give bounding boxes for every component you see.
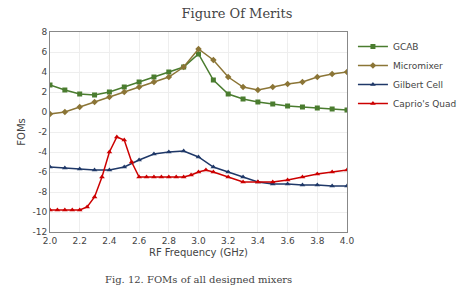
svg-text:2: 2 — [41, 87, 47, 97]
svg-text:Fig. 12. FOMs of all designed: Fig. 12. FOMs of all designed mixers — [105, 274, 292, 285]
svg-text:8: 8 — [41, 27, 47, 37]
svg-text:-6: -6 — [38, 167, 47, 177]
svg-text:Micromixer: Micromixer — [393, 61, 443, 71]
svg-text:0: 0 — [41, 107, 47, 117]
svg-text:2.4: 2.4 — [102, 236, 117, 246]
svg-text:-8: -8 — [38, 187, 47, 197]
svg-text:GCAB: GCAB — [393, 42, 419, 52]
svg-text:3.6: 3.6 — [280, 236, 295, 246]
svg-text:2.0: 2.0 — [43, 236, 58, 246]
svg-text:2.8: 2.8 — [162, 236, 177, 246]
svg-text:-4: -4 — [38, 147, 47, 157]
svg-text:3.0: 3.0 — [191, 236, 206, 246]
svg-text:RF Frequency (GHz): RF Frequency (GHz) — [149, 247, 248, 258]
svg-text:3.4: 3.4 — [251, 236, 266, 246]
svg-text:2.2: 2.2 — [73, 236, 87, 246]
svg-text:4: 4 — [41, 67, 47, 77]
svg-text:FOMs: FOMs — [16, 118, 27, 145]
svg-text:4.0: 4.0 — [340, 236, 355, 246]
svg-text:-2: -2 — [38, 127, 47, 137]
svg-text:3.8: 3.8 — [310, 236, 325, 246]
svg-text:3.2: 3.2 — [221, 236, 235, 246]
svg-text:Gilbert Cell: Gilbert Cell — [393, 80, 443, 90]
svg-text:-10: -10 — [32, 207, 47, 217]
svg-text:Caprio's Quad: Caprio's Quad — [393, 99, 456, 109]
svg-text:2.6: 2.6 — [132, 236, 147, 246]
svg-text:-12: -12 — [32, 227, 47, 237]
svg-text:Figure Of Merits: Figure Of Merits — [182, 6, 293, 21]
svg-text:6: 6 — [41, 47, 47, 57]
